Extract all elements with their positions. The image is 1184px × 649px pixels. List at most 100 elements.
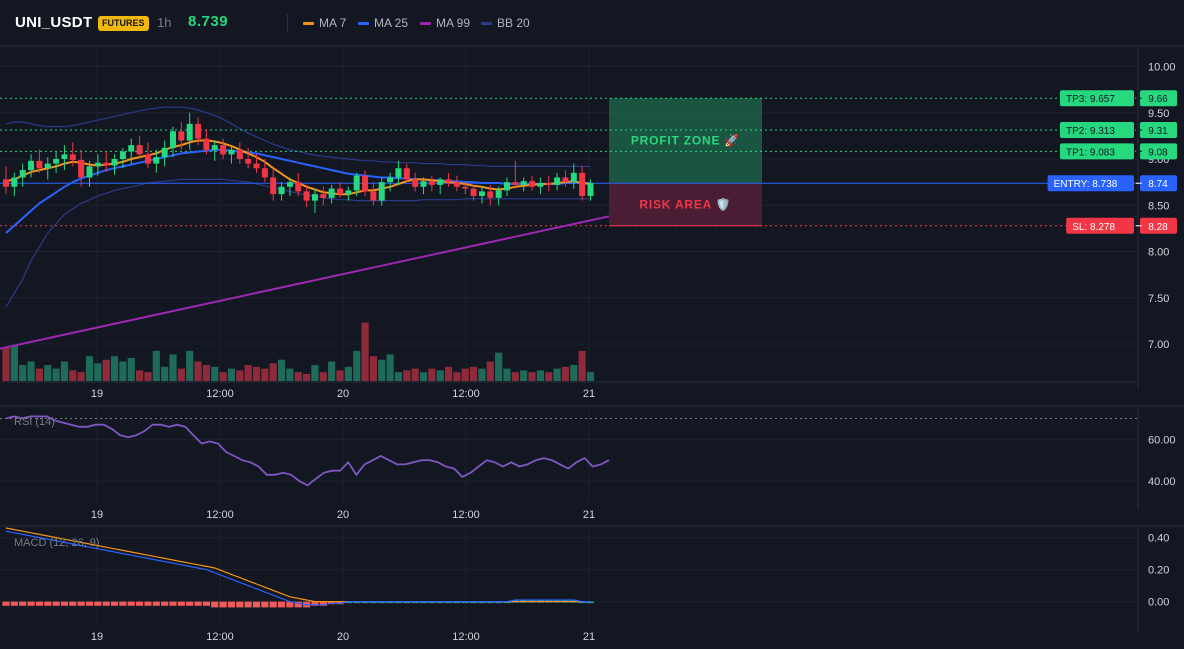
volume-bar [144, 372, 152, 381]
time-tick-label: 12:00 [206, 631, 234, 643]
candle-body [270, 177, 277, 195]
volume-bar [470, 366, 478, 381]
candle-body [86, 166, 93, 178]
candle-body [462, 186, 469, 189]
candle-body [562, 177, 569, 183]
volume-bar [545, 372, 553, 381]
time-tick-label: 12:00 [452, 509, 480, 521]
candle-body [11, 177, 18, 187]
candle-body [587, 183, 594, 196]
volume-bar [578, 350, 586, 381]
macd-histogram-bar [102, 601, 110, 606]
candle-body [286, 182, 293, 187]
volume-bar [261, 368, 269, 381]
macd-histogram-bar [219, 601, 227, 608]
time-tick-label: 20 [337, 388, 349, 400]
volume-bar [386, 354, 394, 381]
macd-histogram-bar [85, 601, 94, 606]
candle-body [495, 190, 502, 198]
macd-histogram-bar [578, 601, 586, 604]
candle-body [545, 183, 552, 185]
volume-bar [219, 372, 227, 381]
level-tag: ENTRY: 8.738 8.74 [1047, 175, 1177, 192]
price-tick-label: 10.00 [1148, 62, 1176, 74]
volume-bar [311, 365, 319, 381]
volume-bar [269, 363, 277, 381]
candle-body [119, 151, 126, 159]
candle-body [554, 177, 561, 185]
ma99-line [0, 215, 610, 350]
macd-histogram-bar [394, 601, 403, 604]
macd-histogram-bar [453, 601, 461, 604]
macd-histogram-bar [244, 601, 252, 608]
volume-bar [85, 356, 94, 381]
macd-histogram-bar [152, 601, 160, 606]
panel-frames [0, 45, 1184, 632]
level-tag-bg [1066, 217, 1134, 234]
candle-body [445, 179, 452, 183]
macd-histogram-bar [461, 601, 469, 604]
volume-bar [361, 322, 369, 381]
macd-histogram-bar [194, 601, 202, 606]
volume-bar [586, 372, 595, 381]
volume-bar [553, 368, 561, 381]
level-tag: TP3: 9.657 9.66 [1060, 90, 1177, 107]
volume-bar [227, 368, 236, 381]
macd-histogram-bar [277, 601, 286, 608]
macd-histogram-bar [495, 601, 503, 604]
trade-levels [0, 97, 1138, 227]
legend-bb20[interactable]: BB 20 [481, 16, 530, 30]
macd-histogram-bar [269, 601, 277, 608]
candle-body [236, 149, 243, 159]
time-tick-label: 12:00 [206, 388, 234, 400]
candle-body [529, 181, 536, 187]
level-price-label: 8.28 [1148, 222, 1168, 233]
macd-histogram-bar [378, 601, 386, 604]
candle-body [295, 182, 302, 192]
rsi-panel: RSI (14) [0, 415, 1138, 487]
candle-body [69, 154, 76, 160]
level-price-bg [1140, 217, 1177, 234]
macd-histogram-bar [127, 601, 135, 606]
macd-histogram-bar [261, 601, 269, 608]
legend-ma25[interactable]: MA 25 [358, 16, 408, 30]
legend-ma7[interactable]: MA 7 [303, 16, 346, 30]
symbol-name[interactable]: UNI_USDT [15, 14, 93, 31]
price-tick-label: 9.50 [1148, 108, 1169, 120]
macd-histogram-bar [436, 601, 444, 604]
level-tag: TP2: 9.313 9.31 [1060, 122, 1177, 139]
macd-histogram-bar [110, 601, 119, 606]
candle-body [245, 159, 252, 164]
level-price-bg [1140, 143, 1177, 160]
macd-line [5, 530, 591, 606]
bb-lower-line [5, 178, 591, 308]
macd-histogram-bar [119, 601, 127, 606]
legend-ma99[interactable]: MA 99 [420, 16, 470, 30]
volume-bar [444, 366, 453, 381]
time-tick-label: 19 [91, 509, 103, 521]
level-price-label: 8.74 [1148, 179, 1168, 190]
macd-histogram-bar [478, 601, 486, 604]
candle-body [136, 145, 143, 155]
profit-zone-label: PROFIT ZONE 🚀 [631, 134, 740, 148]
macd-histogram-bar [27, 601, 35, 606]
timeframe-label[interactable]: 1h [157, 15, 172, 30]
time-tick-label: 12:00 [452, 388, 480, 400]
macd-histogram-bar [10, 601, 18, 606]
candle-body [211, 145, 218, 150]
macd-histogram-bar [470, 601, 478, 604]
macd-histogram-bar [311, 601, 319, 606]
candle-body [478, 191, 485, 196]
volume-bar [60, 361, 69, 381]
candle-body [428, 181, 435, 185]
level-tag-bg [1060, 90, 1134, 107]
candle-body [370, 191, 377, 201]
candle-body [53, 159, 60, 164]
macd-histogram-bar [319, 601, 327, 606]
candle-body [220, 145, 227, 155]
volume-bar [211, 366, 219, 381]
rsi-tick-label: 60.00 [1148, 434, 1176, 446]
macd-tick-label: 0.00 [1148, 597, 1169, 609]
ma25-line [5, 148, 591, 234]
